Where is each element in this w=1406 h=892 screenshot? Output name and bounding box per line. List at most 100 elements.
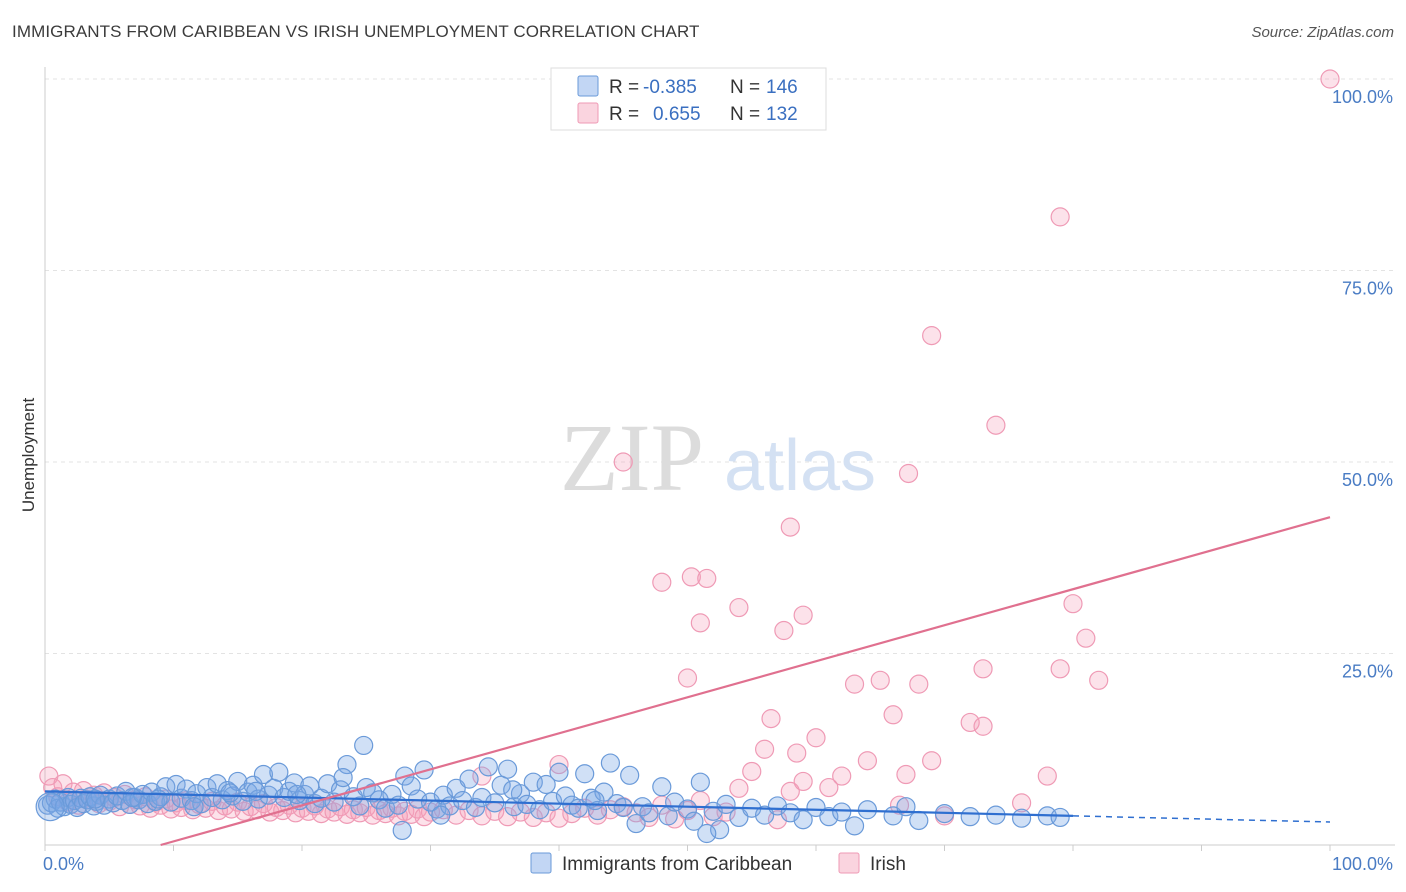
axes — [44, 67, 1395, 851]
caribbean-point — [184, 797, 204, 817]
legend-item-caribbean[interactable]: Immigrants from Caribbean — [562, 854, 792, 875]
y-tick-label-25: 25.0% — [1342, 662, 1393, 682]
watermark-atlas: atlas — [724, 426, 876, 506]
caribbean-point — [677, 799, 698, 819]
caribbean-point — [122, 787, 142, 808]
irish-point — [754, 739, 775, 759]
caribbean-point — [549, 762, 569, 782]
caribbean-point — [684, 811, 704, 831]
irish-points — [39, 69, 1340, 830]
irish-point — [587, 805, 608, 825]
legend-item-irish-swatch[interactable] — [838, 852, 860, 874]
caribbean-point — [793, 810, 813, 830]
caribbean-point — [465, 797, 486, 818]
y-tick-label-100: 100.0% — [1332, 87, 1393, 107]
irish-point — [729, 778, 749, 798]
irish-point — [780, 781, 800, 801]
irish-point — [690, 613, 710, 633]
irish-point — [909, 674, 929, 694]
caribbean-point — [1011, 808, 1032, 828]
caribbean-point — [542, 791, 563, 811]
caribbean-point — [690, 772, 710, 792]
irish-point — [761, 709, 781, 729]
irish-point — [793, 605, 813, 625]
watermark: ZIP atlas — [560, 404, 876, 511]
irish-point — [697, 568, 717, 589]
irish-point — [1089, 670, 1109, 690]
irish-point — [898, 463, 919, 484]
series-legend: Immigrants from Caribbean Irish — [530, 852, 906, 875]
caribbean-point — [414, 760, 434, 780]
irish-point — [613, 452, 633, 472]
irish-point — [498, 807, 518, 827]
source-label: Source: ZipAtlas.com — [1251, 24, 1394, 41]
caribbean-point — [248, 789, 268, 809]
caribbean-point — [269, 762, 289, 782]
irish-point — [819, 777, 839, 798]
legend-n-value-2: 132 — [766, 104, 798, 125]
irish-point — [1320, 69, 1340, 89]
irish-point — [922, 751, 942, 771]
caribbean-point — [960, 807, 980, 827]
caribbean-point — [478, 757, 498, 777]
caribbean-point — [85, 789, 105, 809]
caribbean-point — [333, 767, 353, 788]
caribbean-point — [151, 787, 171, 807]
irish-point — [960, 712, 980, 733]
irish-point — [652, 572, 672, 592]
caribbean-point — [620, 765, 640, 785]
irish-point — [1076, 628, 1096, 648]
caribbean-point — [459, 769, 479, 789]
caribbean-trend-line — [44, 790, 1074, 817]
chart-title: IMMIGRANTS FROM CARIBBEAN VS IRISH UNEMP… — [12, 22, 700, 41]
caribbean-point — [498, 759, 518, 779]
irish-point — [1063, 594, 1083, 614]
irish-point — [774, 620, 794, 641]
legend-swatch-pink — [577, 102, 599, 124]
caribbean-trend-extension — [1072, 815, 1331, 823]
caribbean-point — [350, 796, 370, 816]
caribbean-point — [253, 764, 274, 785]
caribbean-point — [575, 764, 595, 784]
irish-point — [793, 771, 813, 792]
irish-point — [549, 754, 569, 775]
legend-n-label-1: N = — [730, 77, 760, 98]
irish-trend-line — [160, 516, 1331, 847]
caribbean-point — [220, 783, 240, 803]
caribbean-point — [652, 777, 672, 797]
irish-point — [973, 716, 993, 736]
caribbean-point — [909, 810, 929, 831]
caribbean-point — [35, 792, 65, 822]
irish-point — [896, 764, 916, 785]
caribbean-point — [536, 774, 556, 795]
caribbean-point — [710, 820, 730, 840]
correlation-legend: R = -0.385 N = 146 R = 0.655 N = 132 — [550, 67, 827, 131]
irish-point — [677, 668, 698, 688]
tick-labels: 25.0% 50.0% 75.0% 100.0% 0.0% 100.0% — [43, 87, 1393, 874]
legend-n-value-1: 146 — [766, 77, 798, 98]
caribbean-point — [600, 753, 621, 773]
irish-point — [832, 766, 852, 786]
caribbean-point — [639, 803, 659, 823]
grid-lines — [45, 78, 1395, 654]
irish-point — [1050, 659, 1070, 679]
y-tick-label-75: 75.0% — [1342, 279, 1393, 299]
irish-point — [973, 659, 993, 679]
watermark-zip: ZIP — [560, 404, 704, 511]
irish-point — [729, 597, 749, 618]
legend-item-caribbean-swatch[interactable] — [530, 852, 552, 874]
legend-r-value-2: 0.655 — [653, 104, 701, 125]
caribbean-point — [844, 816, 865, 836]
irish-point — [780, 517, 800, 537]
irish-point — [1011, 793, 1032, 813]
caribbean-point — [148, 789, 168, 809]
caribbean-point — [431, 805, 451, 825]
caribbean-point — [392, 820, 412, 841]
legend-swatch-blue — [577, 75, 599, 97]
irish-point — [857, 751, 878, 771]
legend-item-irish[interactable]: Irish — [870, 854, 906, 875]
legend-r-label-2: R = — [609, 104, 639, 125]
x-tick-label-0: 0.0% — [43, 854, 84, 874]
y-tick-label-50: 50.0% — [1342, 470, 1393, 490]
